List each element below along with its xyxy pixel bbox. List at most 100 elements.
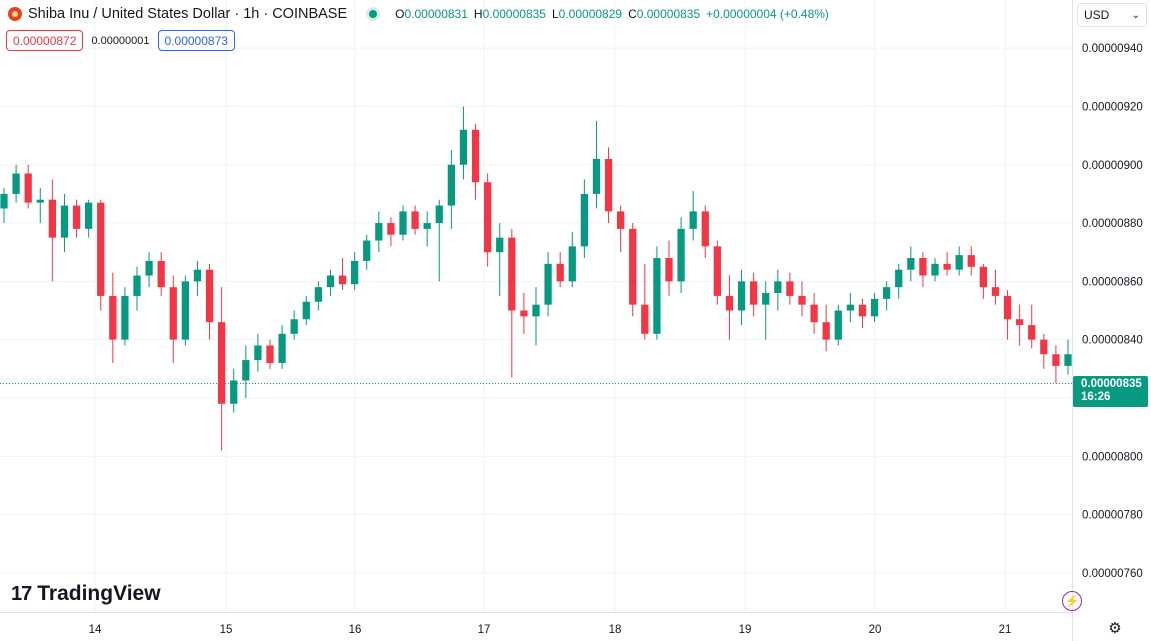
price-axis[interactable]: 0.000007600.000007800.000008000.00000820… (1072, 0, 1143, 641)
candle-body (532, 304, 540, 317)
candle-body (895, 269, 903, 288)
open-value: 0.00000831 (404, 7, 468, 21)
candle-body (484, 182, 492, 253)
candle-body (411, 211, 419, 229)
x-tick-label: 19 (739, 624, 752, 636)
x-tick-label: 16 (349, 624, 362, 636)
tradingview-logo-icon: 17 (11, 582, 32, 605)
close-key: C (628, 7, 637, 21)
candle-body (278, 333, 286, 363)
chart-header: Shiba Inu / United States Dollar · 1h · … (8, 4, 829, 24)
candle-body (399, 211, 407, 235)
last-price-label: 0.00000835 16:26 (1073, 376, 1148, 407)
x-tick-label: 15 (220, 624, 233, 636)
candle-body (1016, 319, 1024, 326)
tradingview-watermark[interactable]: 17 TradingView (11, 582, 161, 606)
candle-body (520, 310, 528, 317)
candle-body (12, 173, 20, 194)
candle-body (1040, 339, 1048, 355)
buy-button[interactable]: 0.00000873 (157, 30, 235, 51)
candle-body (459, 129, 468, 165)
candle-body (60, 205, 69, 238)
candle-body (0, 193, 8, 209)
candle-body (72, 205, 81, 229)
candle-body (689, 211, 697, 229)
high-key: H (473, 7, 483, 21)
candle-body (471, 129, 480, 183)
candle-body (97, 202, 105, 296)
candle-body (713, 246, 721, 296)
candle-body (617, 211, 625, 229)
x-tick-label: 21 (999, 624, 1012, 636)
time-axis[interactable]: 14 15 16 17 18 19 20 21 (0, 612, 1072, 637)
candle-body (375, 223, 383, 241)
candle-body (810, 304, 818, 323)
candles (0, 106, 1072, 451)
sell-button[interactable]: 0.00000872 (6, 30, 84, 51)
candle-body (955, 255, 963, 270)
candle-body (641, 304, 649, 334)
y-tick-label: 0.00000920 (1082, 101, 1143, 113)
candle-body (750, 281, 758, 305)
candle-body (242, 360, 250, 381)
spread-value: 0.00000001 (91, 34, 150, 47)
gear-icon[interactable]: ⚙ (1108, 620, 1122, 637)
lightning-icon[interactable]: ⚡ (1062, 591, 1082, 611)
chevron-down-icon: ⌄ (1131, 9, 1140, 21)
high-value: 0.00000835 (482, 7, 546, 21)
candle-body (302, 301, 310, 320)
candle-body (725, 295, 734, 311)
candle-body (798, 295, 806, 305)
market-open-status-icon (369, 10, 378, 18)
x-tick-label: 18 (609, 624, 622, 636)
candle-body (205, 269, 214, 323)
y-tick-label: 0.00000940 (1082, 43, 1143, 55)
quote-row: 0.00000872 0.00000001 0.00000873 (6, 30, 235, 51)
y-tick-label: 0.00000760 (1082, 568, 1143, 580)
candle-body (858, 304, 867, 317)
candle-body (677, 228, 685, 282)
candle-body (121, 295, 129, 340)
change-value: +0.00000004 (+0.48%) (706, 7, 829, 21)
x-tick-label: 17 (478, 624, 491, 636)
candle-body (363, 240, 371, 261)
candle-body (24, 173, 32, 203)
bar-countdown: 16:26 (1081, 391, 1111, 403)
candle-body (943, 263, 951, 270)
candle-body (1064, 354, 1072, 366)
candle-body (580, 193, 588, 247)
x-tick-label: 20 (869, 624, 882, 636)
candle-body (435, 205, 443, 224)
low-key: L (551, 7, 559, 21)
candle-body (991, 287, 1000, 296)
candle-body (387, 223, 395, 235)
symbol-title[interactable]: Shiba Inu / United States Dollar · 1h · … (28, 6, 348, 22)
candle-body (1003, 295, 1012, 320)
candle-body (762, 293, 770, 305)
y-tick-label: 0.00000780 (1082, 510, 1143, 522)
candle-body (218, 322, 226, 404)
candle-body (145, 260, 153, 276)
candle-body (834, 310, 842, 340)
candle-body (423, 223, 431, 229)
candle-body (822, 322, 830, 340)
candle-body (604, 158, 613, 212)
candle-body (193, 269, 202, 282)
candle-body (496, 237, 504, 253)
ohlc-values: O0.00000831 H0.00000835 L0.00000829 C0.0… (395, 7, 829, 21)
candle-body (326, 275, 335, 288)
candle-body (157, 260, 165, 288)
candle-body (85, 202, 93, 229)
currency-select[interactable]: USD ⌄ (1077, 3, 1147, 27)
candle-body (290, 319, 298, 334)
last-price-value: 0.00000835 (1081, 378, 1142, 390)
y-tick-label: 0.00000880 (1082, 218, 1143, 230)
candle-body (786, 281, 794, 296)
candle-body (701, 211, 709, 247)
candle-body (556, 263, 564, 282)
candle-body (629, 228, 637, 305)
candle-body (979, 266, 987, 288)
candle-body (592, 158, 601, 194)
candle-body (351, 260, 359, 285)
